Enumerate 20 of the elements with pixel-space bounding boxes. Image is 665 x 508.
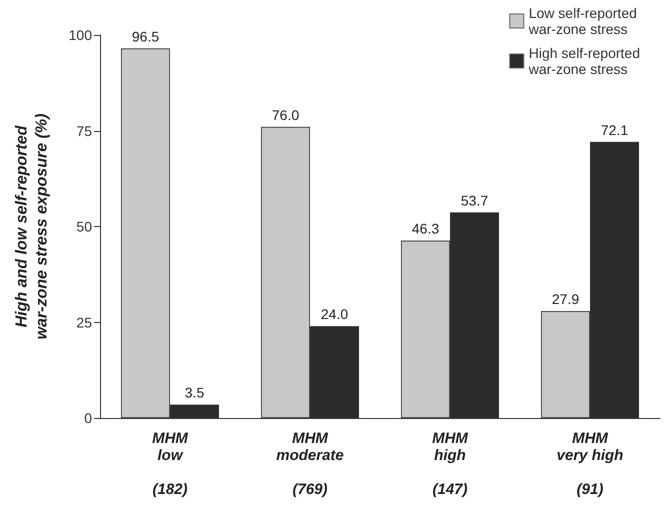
legend-label: High self-reported war-zone stress [528, 45, 640, 77]
x-tick-label: MHM moderate (769) [276, 430, 344, 498]
data-label: 72.1 [600, 122, 628, 138]
data-label: 3.5 [184, 384, 204, 401]
y-tick-label: 25 [76, 314, 92, 330]
x-tick-label: MHM low (182) [152, 430, 188, 498]
y-tick-label: 0 [84, 410, 92, 426]
data-label: 76.0 [272, 106, 300, 123]
y-axis-title: High and low self-reported war-zone stress exposure (%) [14, 114, 50, 340]
data-label: 46.3 [412, 220, 440, 237]
x-tick-label: MHM high (147) [432, 430, 468, 498]
data-label: 27.9 [552, 291, 580, 308]
data-label: 53.7 [460, 192, 488, 208]
data-label: 24.0 [320, 306, 348, 322]
y-tick-label: 50 [76, 218, 92, 234]
data-label: 96.5 [132, 28, 160, 44]
y-tick-label: 75 [76, 122, 92, 139]
legend-label: Low self-reported war-zone stress [528, 5, 637, 37]
x-tick-label: MHM very high (91) [556, 430, 624, 498]
y-tick-label: 100 [68, 27, 92, 43]
